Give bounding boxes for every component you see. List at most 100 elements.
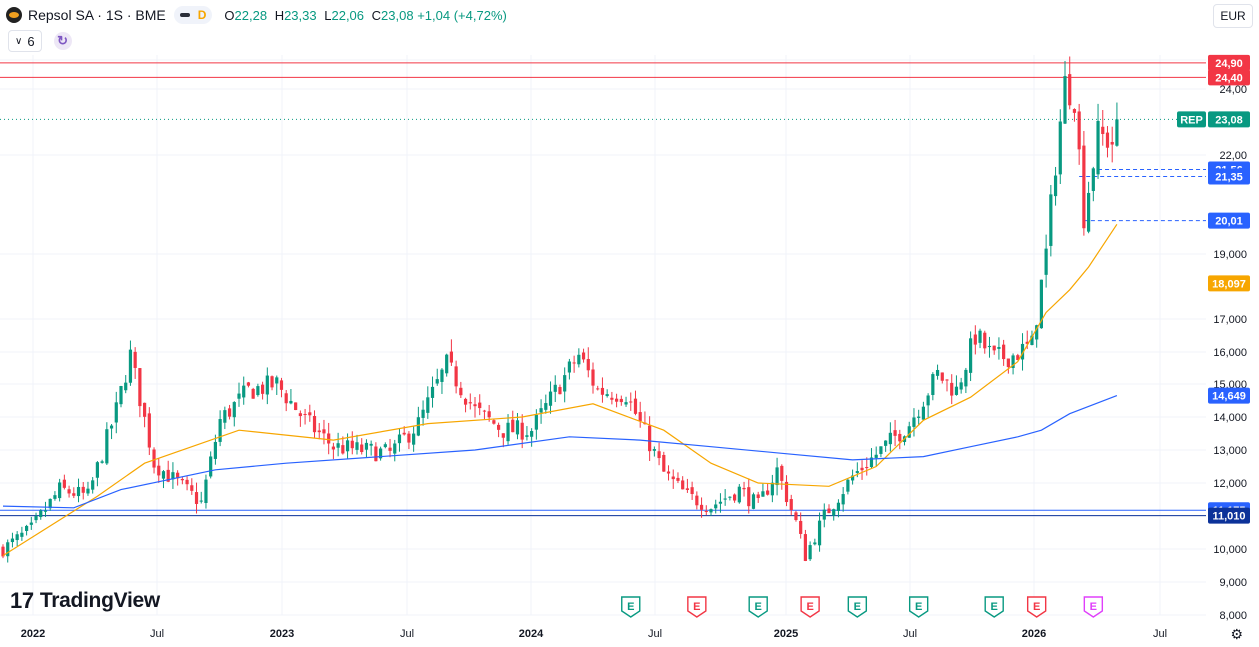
candle-body (539, 408, 543, 413)
earnings-marker-icon (687, 596, 707, 618)
candle-body (553, 384, 557, 392)
candle-body (817, 520, 822, 546)
candle-body (421, 409, 425, 418)
candle-body (25, 525, 29, 531)
candle-body (714, 504, 718, 509)
candle-body (681, 480, 685, 490)
candle-body (185, 479, 189, 485)
candle-body (482, 410, 487, 412)
earnings-letter: E (991, 601, 998, 613)
settings-gear-icon[interactable]: ⚙ (1230, 626, 1243, 642)
candle-body (62, 479, 66, 488)
candle-body (893, 430, 897, 436)
candle-body (567, 361, 571, 373)
price-tick-label: 17,000 (1213, 314, 1247, 326)
candle-body (822, 509, 826, 520)
price-tick-label: 19,000 (1213, 249, 1247, 261)
earnings-marker-icon (1026, 596, 1047, 618)
candle-body (1, 546, 5, 557)
currency-selector[interactable]: EUR (1213, 4, 1253, 28)
earnings-letter: E (854, 601, 861, 613)
candle-body (190, 485, 194, 491)
time-tick-label: Jul (400, 628, 414, 640)
candle-body (747, 487, 751, 507)
tradingview-wordmark: TradingView (39, 589, 160, 612)
earnings-marker-icon (908, 596, 929, 618)
candle-body (917, 416, 921, 418)
candle-body (402, 432, 406, 435)
tradingview-logo[interactable]: 17 TradingView (10, 588, 160, 614)
symbol-title[interactable]: Repsol SA · 1S · BME (28, 7, 166, 23)
candle-body (256, 386, 260, 396)
candle-body (563, 375, 567, 392)
indicators-toggle[interactable]: ∨ 6 (8, 30, 42, 52)
time-tick-label: Jul (903, 628, 917, 640)
open-key: O (224, 7, 235, 23)
candle-body (435, 379, 439, 384)
candle-body (699, 504, 704, 510)
price-tick-label: 13,000 (1213, 445, 1247, 457)
candle-body (166, 469, 170, 482)
candle-body (284, 393, 288, 404)
candle-body (308, 412, 312, 416)
candle-body (851, 475, 855, 481)
candle-body (690, 487, 694, 495)
earnings-letter: E (755, 601, 762, 613)
moving-average-line (2, 223, 1118, 557)
candle-body (1091, 168, 1095, 191)
candle-body (581, 352, 586, 360)
candle-body (478, 402, 482, 409)
time-tick-label: 2024 (519, 628, 544, 640)
candle-body (327, 433, 331, 444)
candle-body (695, 495, 699, 506)
candle-body (39, 510, 43, 518)
price-label-box (1208, 168, 1250, 185)
price-tick-label: 12,000 (1213, 478, 1247, 490)
candle-body (718, 501, 723, 504)
candle-body (147, 413, 151, 448)
candle-body (506, 422, 510, 442)
candle-body (577, 354, 581, 365)
market-status-pill[interactable]: D (173, 6, 213, 24)
candle-body (921, 406, 925, 420)
candle-body (1030, 335, 1034, 345)
candle-body (648, 425, 652, 452)
candle-body (487, 411, 491, 418)
candle-body (624, 402, 628, 405)
candle-body (558, 387, 562, 395)
price-label-value: 11,010 (1212, 511, 1245, 523)
candle-body (808, 545, 812, 560)
candle-body (676, 477, 680, 481)
candle-body (180, 478, 184, 481)
candle-body (430, 386, 435, 398)
candle-body (1063, 76, 1067, 124)
candle-body (803, 534, 807, 561)
candle-body (860, 467, 864, 471)
earnings-letter: E (627, 601, 634, 613)
price-label-box (1208, 387, 1250, 404)
candle-body (652, 449, 656, 451)
candle-body (907, 426, 911, 438)
candle-body (780, 465, 784, 481)
candle-body (317, 430, 321, 433)
price-label-value: 24,90 (1215, 58, 1243, 70)
price-label-value: 18,097 (1212, 278, 1246, 290)
candle-body (855, 471, 859, 473)
candle-body (223, 410, 227, 423)
minus-icon (179, 13, 190, 17)
candle-body (596, 388, 600, 390)
candle-body (1068, 74, 1072, 106)
candle-body (1049, 194, 1053, 246)
candle-body (756, 494, 760, 499)
price-tick-label: 16,000 (1213, 347, 1247, 359)
candle-body (615, 398, 619, 402)
candle-body (501, 433, 505, 438)
candle-body (468, 402, 472, 404)
close-value: 23,08 (381, 7, 414, 23)
price-label-box (1208, 111, 1250, 128)
candle-body (912, 417, 916, 427)
candle-body (723, 498, 727, 500)
refresh-icon[interactable]: ↻ (53, 32, 72, 50)
candle-body (72, 493, 76, 496)
